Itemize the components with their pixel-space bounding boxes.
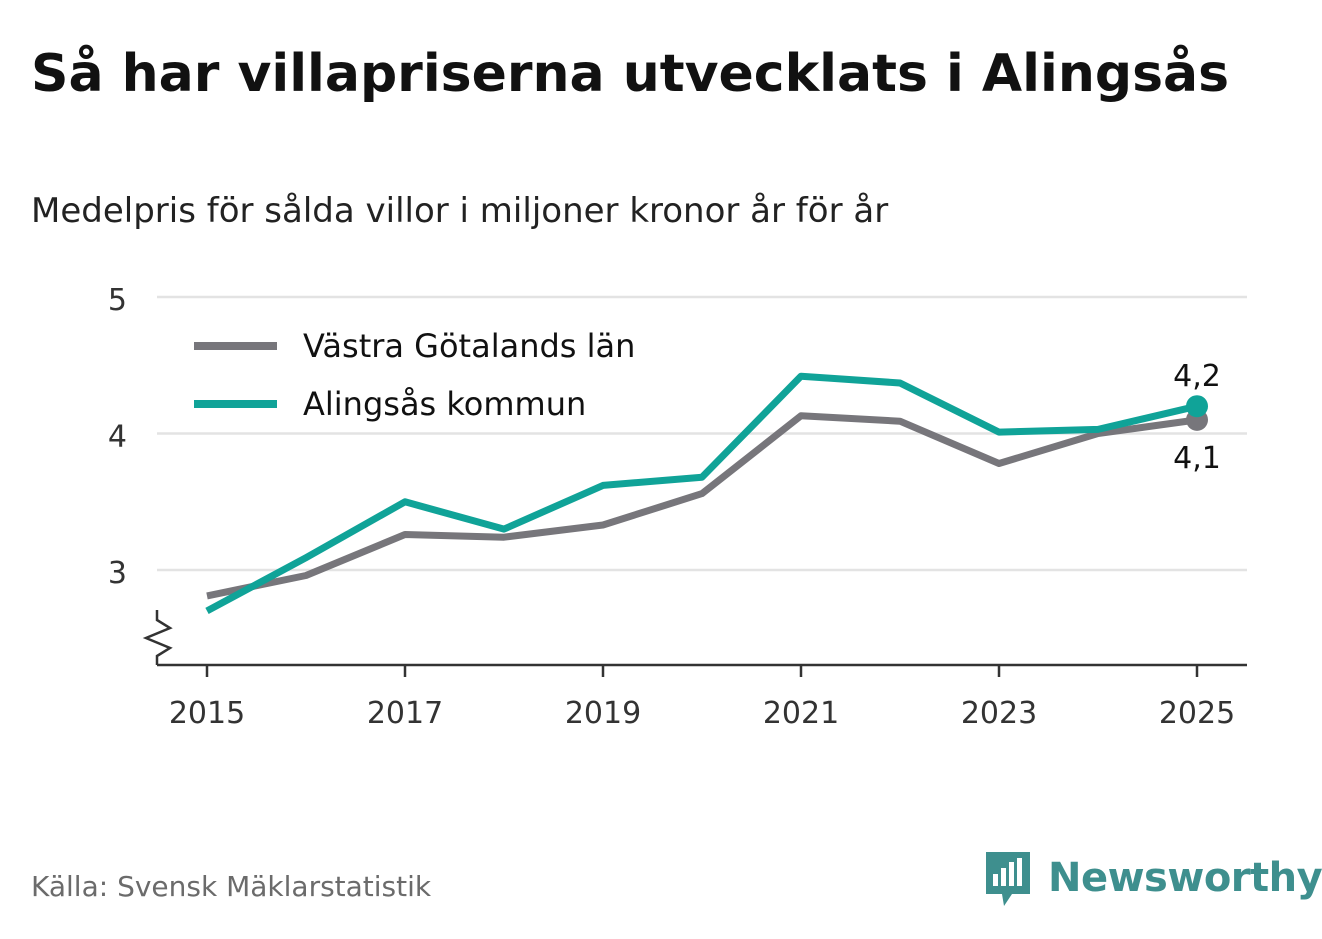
x-tick-label: 2023 [961,696,1037,731]
x-tick-label: 2021 [763,696,839,731]
newsworthy-logo-icon [986,852,1030,906]
series-end-label-0: 4,1 [1173,441,1221,476]
line-chart: 3 4 5 2015 2017 2019 2021 2023 2025 4,1 4,2 Västra … [108,283,1247,731]
page-subtitle: Medelpris för sålda villor i miljoner kr… [31,191,889,231]
x-tick-label: 2025 [1159,696,1235,731]
y-tick-label: 3 [108,556,127,591]
x-tick-label: 2015 [169,696,245,731]
series-end-marker-1 [1186,395,1208,418]
page-title: Så har villapriserna utvecklats i Alings… [31,44,1230,104]
x-tick-label: 2019 [565,696,641,731]
series-line-0 [206,412,1198,600]
brand-logo: Newsworthy [982,848,1322,908]
series-line-1 [205,372,1198,614]
y-tick-label: 5 [108,283,127,318]
legend-label-1: Alingsås kommun [303,385,586,423]
x-tick-label: 2017 [367,696,443,731]
y-axis-break-icon [142,610,173,665]
source-note: Källa: Svensk Mäklarstatistik [31,870,432,903]
brand-name: Newsworthy [1048,855,1322,901]
series-end-label-1: 4,2 [1173,359,1221,394]
legend-label-0: Västra Götalands län [303,327,635,365]
y-tick-label: 4 [108,420,127,455]
